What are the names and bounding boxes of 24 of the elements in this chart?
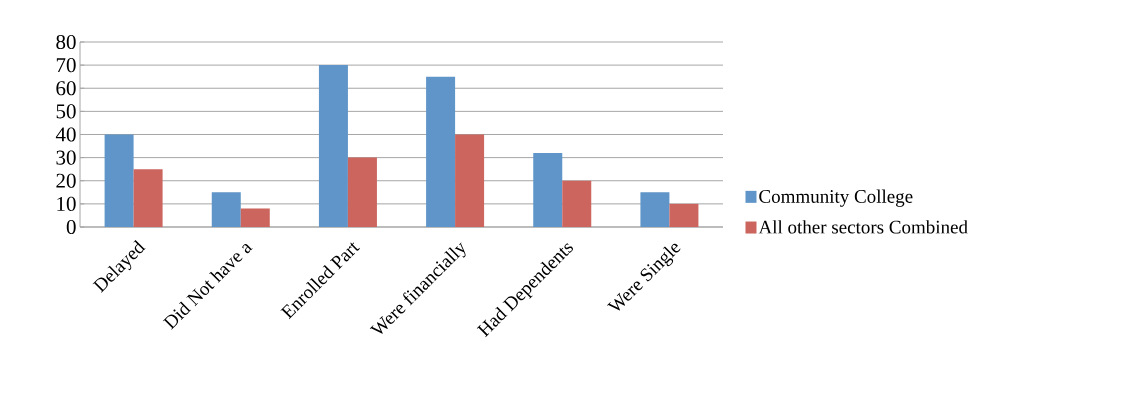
- bar: [240, 208, 270, 227]
- y-tick-label: 50: [56, 104, 76, 119]
- bar: [669, 203, 699, 227]
- y-tick-label: 0: [66, 219, 76, 235]
- y-tick-label: 10: [57, 196, 76, 211]
- bar: [211, 192, 241, 227]
- y-tick-label: 30: [56, 150, 76, 165]
- bar: [455, 134, 485, 227]
- bar: [640, 192, 670, 227]
- legend-label: All other sectors Combined: [758, 220, 968, 234]
- legend-label: Community College: [759, 189, 913, 207]
- bar: [562, 180, 592, 227]
- y-tick-label: 70: [56, 58, 76, 73]
- y-tick-label: 60: [56, 81, 76, 96]
- bar: [133, 169, 163, 227]
- bar: [533, 152, 563, 227]
- x-tick-label: Did Not have a: [162, 243, 253, 330]
- y-tick-label: 40: [55, 127, 76, 142]
- bar: [318, 65, 348, 227]
- bar: [426, 76, 456, 227]
- bar: [347, 157, 377, 227]
- y-tick-label: 20: [56, 173, 76, 188]
- bar: [104, 134, 134, 227]
- y-tick-label: 80: [56, 34, 76, 50]
